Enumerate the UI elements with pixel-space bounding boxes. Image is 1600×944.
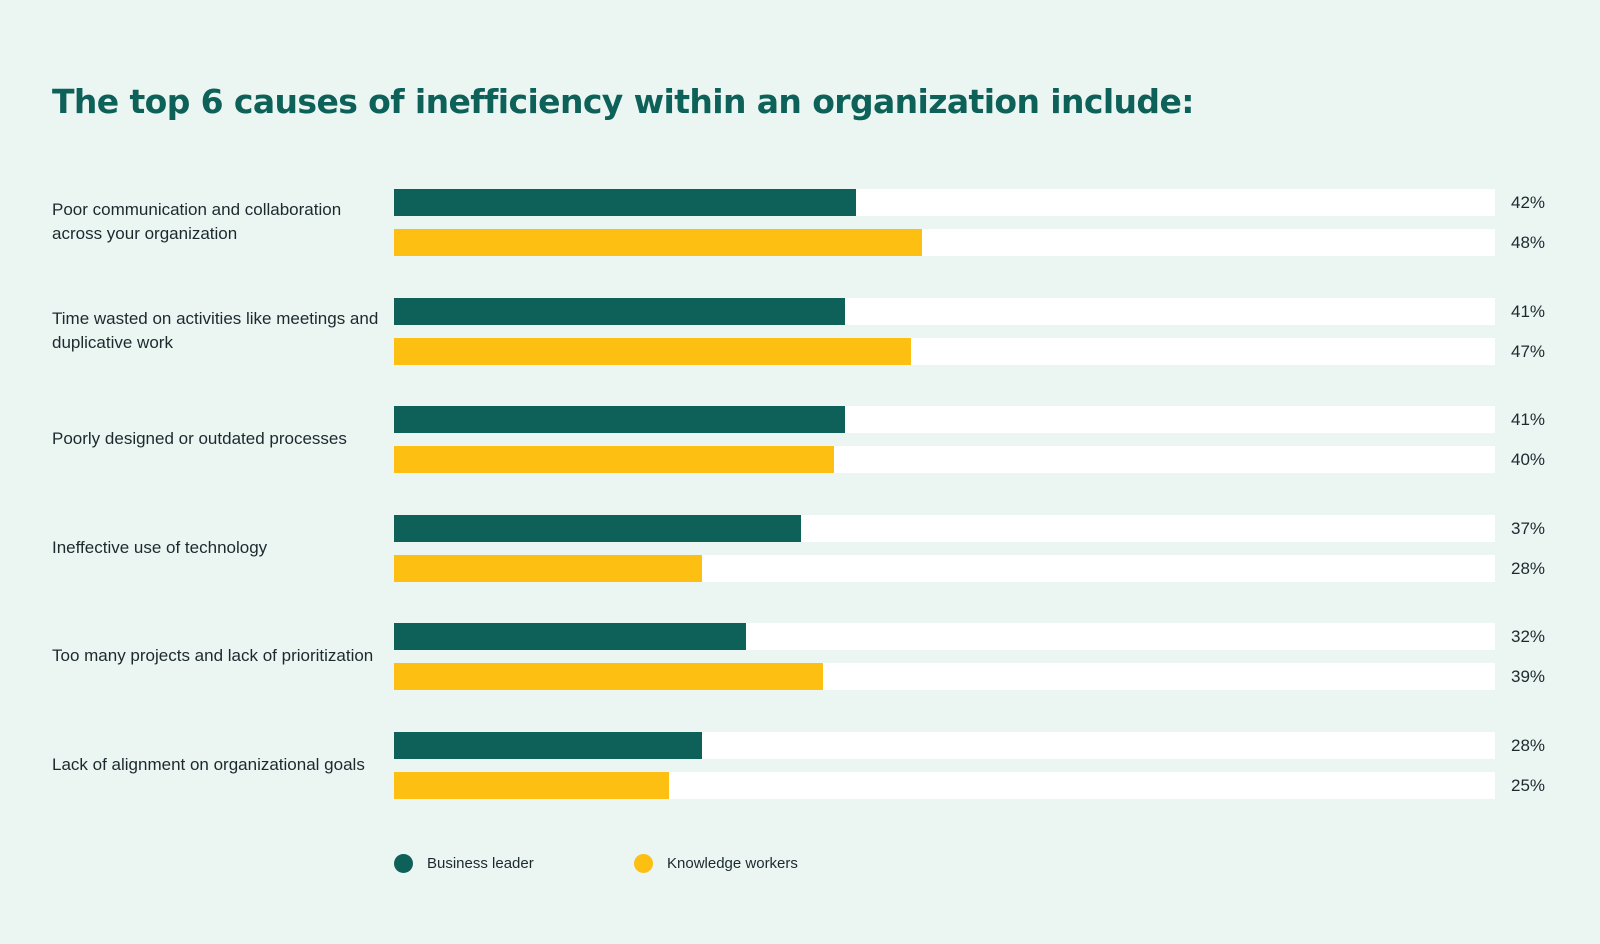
- legend-label: Knowledge workers: [667, 854, 798, 872]
- legend-label: Business leader: [427, 854, 534, 872]
- bar-track: [394, 446, 1495, 474]
- data-label: 37%: [1511, 518, 1546, 538]
- bar-track: [394, 406, 1495, 434]
- bar-track: [394, 189, 1495, 216]
- bar: [394, 514, 802, 542]
- data-label: 25%: [1511, 776, 1546, 795]
- data-label: 40%: [1511, 450, 1546, 470]
- bar-track: [394, 623, 1495, 651]
- data-label: 39%: [1511, 667, 1546, 687]
- bar: [394, 406, 846, 434]
- bar-track: [394, 229, 1495, 256]
- legend-item: Knowledge workers: [634, 853, 874, 873]
- bar-track: [394, 337, 1495, 365]
- bar: [394, 446, 835, 474]
- data-label: 28%: [1511, 558, 1546, 578]
- bar-track: [394, 663, 1495, 691]
- chart-title: The top 6 causes of inefficiency within …: [52, 82, 1194, 121]
- legend-item: Business leader: [394, 853, 634, 873]
- data-label: 41%: [1511, 410, 1546, 430]
- bar-track: [394, 554, 1495, 582]
- data-label: 47%: [1511, 341, 1546, 361]
- category-label: Lack of alignment on organizational goal…: [52, 755, 365, 774]
- data-label: 32%: [1511, 627, 1546, 647]
- data-label: 42%: [1511, 193, 1546, 212]
- bar-track: [394, 732, 1495, 759]
- chart-legend: Business leader Knowledge workers: [394, 852, 874, 874]
- data-label: 28%: [1511, 736, 1546, 755]
- data-label: 41%: [1511, 301, 1546, 321]
- data-label: 48%: [1511, 233, 1546, 252]
- bar: [394, 337, 912, 365]
- bar: [394, 189, 857, 216]
- category-label: Time wasted on activities like meetings …: [52, 308, 379, 352]
- bar: [394, 623, 747, 651]
- category-label: Poorly designed or outdated processes: [52, 429, 347, 449]
- bar: [394, 663, 824, 691]
- bar: [394, 554, 703, 582]
- bar-track: [394, 772, 1495, 799]
- category-label: Poor communication and collaboration acr…: [52, 200, 342, 243]
- legend-swatch: [394, 853, 413, 873]
- bar-track: [394, 514, 1495, 542]
- bar-track: [394, 297, 1495, 325]
- legend-swatch: [634, 853, 653, 873]
- bar: [394, 229, 923, 256]
- bar: [394, 297, 846, 325]
- bar: [394, 772, 670, 799]
- bar: [394, 732, 703, 759]
- category-label: Too many projects and lack of prioritiza…: [52, 646, 374, 666]
- category-label: Ineffective use of technology: [52, 537, 268, 557]
